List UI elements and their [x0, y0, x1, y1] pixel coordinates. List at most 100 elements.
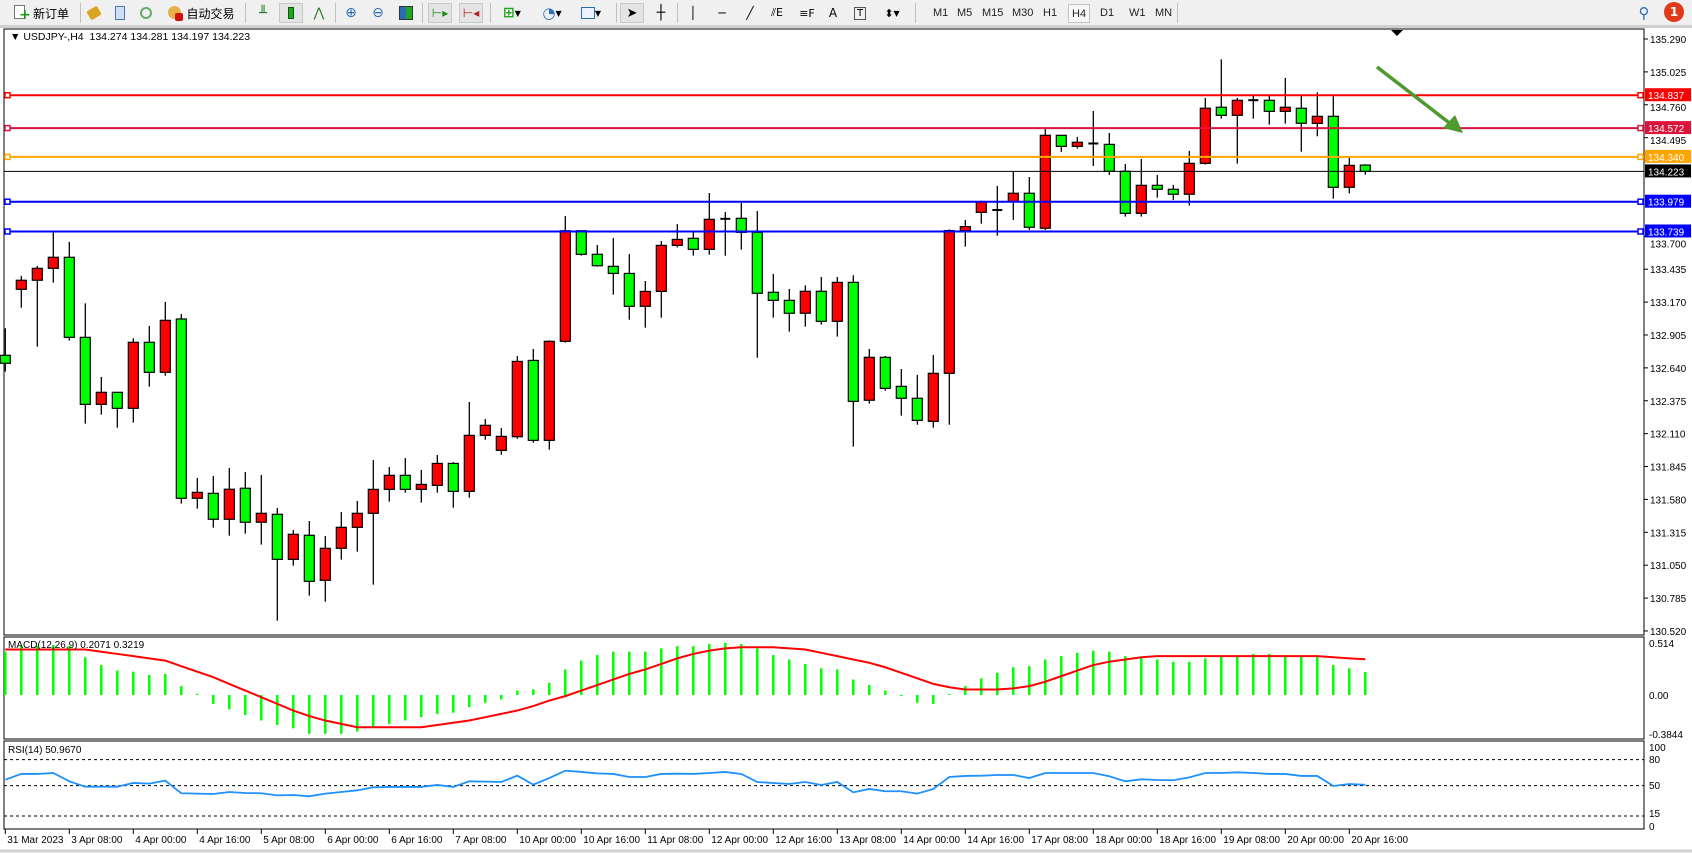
- timeframe-w1-button[interactable]: W1: [1129, 7, 1146, 19]
- candle-body: [527, 359, 539, 441]
- periods-button[interactable]: ◔ ▼: [542, 4, 562, 22]
- navigator-button[interactable]: [110, 3, 130, 23]
- notification-badge[interactable]: 1: [1664, 2, 1684, 22]
- candle: [0, 328, 11, 372]
- candle-body: [159, 319, 171, 373]
- candle-body: [1135, 184, 1147, 214]
- vertical-line-icon: │: [689, 6, 697, 20]
- crosshair-button[interactable]: ┼: [650, 3, 672, 23]
- candle: [127, 338, 139, 423]
- candle: [207, 475, 219, 528]
- horizontal-line-price-label: 133.739: [1648, 227, 1685, 238]
- macd-header: MACD(12,26,9) 0.2071 0.3219: [8, 640, 145, 651]
- candle-body: [447, 462, 459, 492]
- candle-body: [1055, 134, 1067, 147]
- chart-menu-triangle-icon[interactable]: ▼: [10, 31, 21, 43]
- timeframe-m5-button[interactable]: M5: [957, 7, 973, 19]
- candle-body: [767, 291, 779, 301]
- price-tick-label: 130.785: [1650, 594, 1687, 605]
- text-label-icon: T: [853, 6, 867, 20]
- macd-tick-label: -0.3844: [1649, 730, 1683, 741]
- auto-trading-button[interactable]: 自动交易: [161, 3, 241, 23]
- timeframe-h4-button[interactable]: H4: [1068, 4, 1091, 23]
- candle: [431, 454, 443, 493]
- tile-windows-button[interactable]: [395, 3, 417, 23]
- candle: [1023, 176, 1035, 230]
- candle: [319, 536, 331, 602]
- auto-trading-icon: [167, 5, 184, 21]
- candle-body: [1071, 141, 1083, 147]
- candle-body: [1215, 106, 1227, 116]
- auto-scroll-button[interactable]: ⊢▸: [428, 3, 452, 23]
- candle-body: [47, 256, 59, 269]
- candle: [559, 216, 571, 343]
- horizontal-line-button[interactable]: ─: [712, 3, 732, 23]
- signals-button[interactable]: [136, 3, 156, 23]
- text-icon: A: [828, 6, 838, 20]
- trendline-button[interactable]: ╱: [740, 3, 760, 23]
- horizontal-line-price-tag: [1645, 149, 1691, 163]
- candle: [1135, 159, 1147, 217]
- new-chart-button[interactable]: ⊞ ▼: [503, 5, 521, 21]
- candle: [720, 211, 731, 256]
- price-tick-label: 134.495: [1650, 136, 1687, 147]
- arrows-button[interactable]: ⬍ ▼: [884, 6, 900, 20]
- candle: [191, 477, 203, 509]
- timeframe-h1-button[interactable]: H1: [1043, 7, 1058, 19]
- horizontal-line-handle: [1637, 198, 1644, 205]
- candle-body: [959, 226, 971, 232]
- candle-body: [1359, 164, 1371, 173]
- timeframe-m15-button[interactable]: M15: [982, 7, 1004, 19]
- vertical-line-button[interactable]: │: [683, 3, 703, 23]
- candle-body: [847, 281, 859, 402]
- templates-button[interactable]: ▼: [574, 3, 608, 23]
- time-tick-label: 6 Apr 16:00: [391, 835, 443, 846]
- zoom-out-icon: ⊖: [372, 5, 384, 21]
- timeframe-d1-button[interactable]: D1: [1100, 7, 1115, 19]
- candle: [623, 254, 635, 320]
- time-tick-label: 18 Apr 00:00: [1095, 835, 1152, 846]
- horizontal-line-price-label: 134.837: [1648, 91, 1685, 102]
- candle-body: [255, 512, 267, 523]
- candlestick-button[interactable]: [279, 3, 303, 23]
- horizontal-line-price-label: 134.572: [1648, 124, 1685, 135]
- price-tick-label: 131.845: [1650, 463, 1687, 474]
- candle: [1343, 157, 1355, 194]
- candle: [911, 374, 923, 425]
- candle: [1071, 136, 1083, 149]
- candle: [767, 273, 779, 318]
- new-order-button[interactable]: + 新订单: [6, 3, 76, 23]
- candle: [1151, 175, 1163, 198]
- time-tick-label: 7 Apr 08:00: [455, 835, 507, 846]
- periods-icon: ◔: [542, 4, 556, 22]
- text-button[interactable]: A: [823, 3, 843, 23]
- line-chart-button[interactable]: ⋀: [308, 3, 330, 23]
- timeframe-m1-button[interactable]: M1: [933, 7, 949, 19]
- bar-chart-button[interactable]: ╨: [252, 3, 274, 23]
- cursor-button[interactable]: ➤: [620, 3, 644, 23]
- text-label-button[interactable]: T: [850, 3, 870, 23]
- timeframe-mn-button[interactable]: MN: [1155, 7, 1173, 19]
- chart-shift-button[interactable]: ⊢◂: [459, 3, 483, 23]
- timeframe-m30-button[interactable]: M30: [1012, 7, 1034, 19]
- candle: [751, 211, 763, 358]
- candle-body: [1327, 115, 1339, 188]
- search-button[interactable]: ⚲: [1634, 3, 1654, 23]
- price-tick-label: 134.760: [1650, 103, 1687, 114]
- candle: [415, 469, 427, 503]
- candle: [655, 241, 667, 318]
- candle-body: [239, 487, 251, 523]
- zoom-in-button[interactable]: ⊕: [340, 3, 362, 23]
- candle: [975, 200, 987, 224]
- candle-doji: [720, 217, 731, 220]
- rsi-header: RSI(14) 50.9670: [8, 745, 82, 756]
- candle: [271, 507, 283, 621]
- fibonacci-button[interactable]: ≡F: [797, 3, 817, 23]
- fibonacci-fan-button[interactable]: ⫽E: [767, 3, 787, 23]
- bar-chart-icon: ╨: [259, 5, 267, 21]
- candle: [1248, 94, 1259, 119]
- zoom-out-button[interactable]: ⊖: [367, 3, 389, 23]
- candle-body: [543, 340, 555, 441]
- candle-body: [1183, 162, 1195, 195]
